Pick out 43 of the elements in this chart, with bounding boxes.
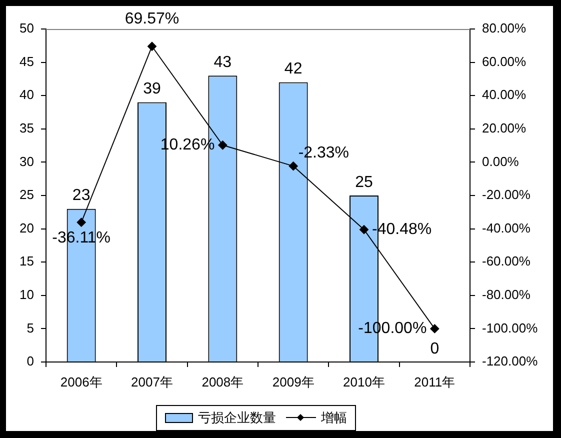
y2-tick-label: 80.00% xyxy=(482,20,527,36)
y-tick-label: 25 xyxy=(20,187,34,202)
legend-label: 亏损企业数量 xyxy=(198,409,276,427)
y2-tick-label: -40.00% xyxy=(482,220,531,236)
y2-tick-label: -100.00% xyxy=(482,320,538,336)
data-label: 0 xyxy=(430,340,440,358)
point xyxy=(288,162,298,171)
y-tick-label: 0 xyxy=(26,354,34,369)
y-tick-label: 40 xyxy=(20,87,34,102)
x-tick-label: 2008年 xyxy=(202,374,244,390)
x-tick-label: 2007年 xyxy=(131,374,173,390)
point xyxy=(360,225,368,234)
x-tick-label: 2010年 xyxy=(343,374,385,390)
y2-tick-label: -20.00% xyxy=(482,187,531,202)
data-label: 23 xyxy=(72,187,90,204)
data-label: 25 xyxy=(355,174,373,191)
y-tick-label: 50 xyxy=(20,20,34,36)
y2-tick-label: 60.00% xyxy=(482,54,527,69)
y2-tick-label: 0.00% xyxy=(482,154,520,169)
data-label: 42 xyxy=(284,60,302,78)
point xyxy=(430,324,440,334)
y2-tick-label: 20.00% xyxy=(482,120,527,136)
point xyxy=(218,140,228,150)
point xyxy=(148,42,156,51)
x-tick-label: 2006年 xyxy=(60,374,102,390)
y2-tick-label: -60.00% xyxy=(482,254,531,269)
x-tick-label: 2009年 xyxy=(272,374,314,390)
y2-tick-label: -120.00% xyxy=(482,354,538,369)
y-tick-label: 15 xyxy=(20,254,34,269)
y2-tick-label: 40.00% xyxy=(482,87,527,102)
x-tick-label: 2011年 xyxy=(414,374,456,390)
y-tick-label: 5 xyxy=(26,320,34,336)
data-label: 43 xyxy=(214,54,232,72)
point xyxy=(76,218,86,227)
data-label: 69.57% xyxy=(124,10,180,28)
y-tick-label: 45 xyxy=(20,54,34,69)
y-tick-label: 30 xyxy=(20,154,34,169)
y-tick-label: 35 xyxy=(20,120,34,136)
y2-tick-label: -80.00% xyxy=(482,286,531,302)
data-label: 39 xyxy=(143,80,161,98)
legend-label: 增幅 xyxy=(321,409,347,427)
y-tick-label: 20 xyxy=(20,220,34,236)
y-tick-label: 10 xyxy=(20,286,34,302)
